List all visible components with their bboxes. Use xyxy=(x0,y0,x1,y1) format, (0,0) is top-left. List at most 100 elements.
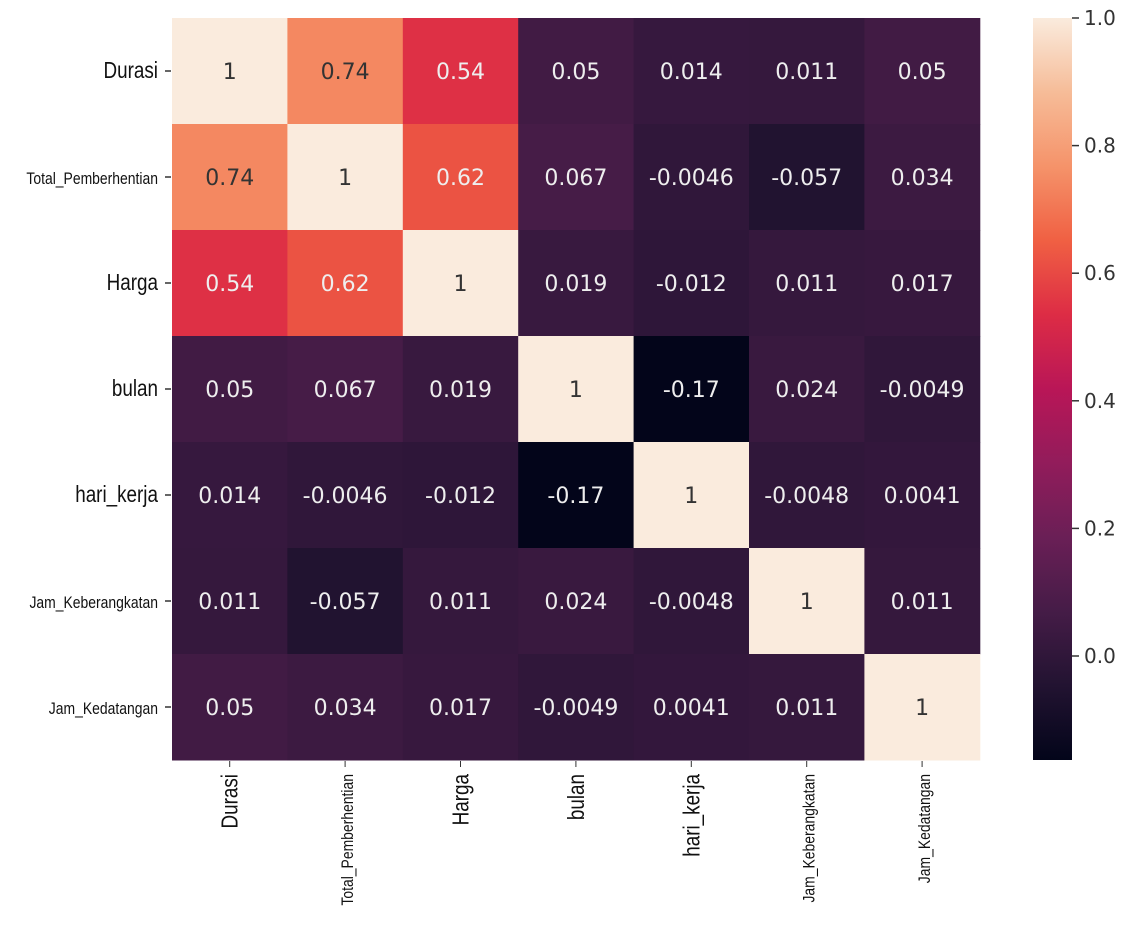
heatmap-cell xyxy=(864,442,981,549)
heatmap-cell xyxy=(749,548,865,655)
heatmap-cell xyxy=(172,230,288,337)
cell-annotation: 0.067 xyxy=(544,166,607,191)
heatmap-cell xyxy=(287,548,404,655)
heatmap-cell xyxy=(402,230,519,337)
cell-annotation: 1 xyxy=(915,696,929,721)
heatmap-cell xyxy=(402,124,519,231)
heatmap-cell xyxy=(864,230,981,337)
colorbar-tick-label: 0.8 xyxy=(1084,134,1116,158)
heatmap-cell xyxy=(518,230,635,337)
heatmap-cell xyxy=(633,336,750,443)
heatmap-cell xyxy=(287,442,404,549)
heatmap-cell xyxy=(864,124,981,231)
x-tick-label: Total_Pemberhentian xyxy=(339,774,358,906)
cell-annotation: 0.54 xyxy=(205,272,254,297)
cell-annotation: 0.05 xyxy=(898,60,947,85)
heatmap-cell xyxy=(172,548,288,655)
heatmap-cell xyxy=(172,18,288,125)
cell-annotation: 0.011 xyxy=(891,590,954,615)
heatmap-cell xyxy=(402,336,519,443)
heatmap-cell xyxy=(402,548,519,655)
heatmap-cell xyxy=(402,18,519,125)
heatmap-cell xyxy=(287,230,404,337)
heatmap-cell xyxy=(172,654,288,761)
heatmap-cell xyxy=(749,230,865,337)
y-tick-label: Total_Pemberhentian xyxy=(26,170,158,189)
cell-annotation: 0.019 xyxy=(429,378,492,403)
cell-annotation: 0.62 xyxy=(321,272,370,297)
x-tick-label: hari_kerja xyxy=(680,774,705,857)
cell-annotation: 0.011 xyxy=(775,272,838,297)
cell-annotation: -0.057 xyxy=(771,166,842,191)
heatmap-cell xyxy=(518,18,635,125)
heatmap-cell xyxy=(749,654,865,761)
cell-annotation: 0.014 xyxy=(660,60,723,85)
heatmap-cell xyxy=(864,18,981,125)
x-tick-label: Durasi xyxy=(218,774,243,828)
x-tick-label: Harga xyxy=(449,774,474,826)
heatmap-cell xyxy=(749,18,865,125)
heatmap-cell xyxy=(749,124,865,231)
cell-annotation: -0.057 xyxy=(310,590,381,615)
x-tick-label: bulan xyxy=(564,774,589,820)
cell-annotation: 0.74 xyxy=(205,166,254,191)
heatmap-cell xyxy=(172,336,288,443)
cell-annotation: -0.012 xyxy=(425,484,496,509)
cell-annotation: -0.17 xyxy=(663,378,720,403)
cell-annotation: 0.014 xyxy=(198,484,261,509)
y-tick-label: Jam_Kedatangan xyxy=(49,700,158,719)
cell-annotation: -0.17 xyxy=(547,484,604,509)
heatmap-cell xyxy=(633,442,750,549)
cell-annotation: 0.011 xyxy=(429,590,492,615)
cell-annotation: 0.011 xyxy=(775,60,838,85)
cell-annotation: 0.54 xyxy=(436,60,485,85)
colorbar xyxy=(1033,18,1072,760)
cell-annotation: 0.05 xyxy=(551,60,600,85)
cell-annotation: 0.05 xyxy=(205,378,254,403)
cell-annotation: -0.0048 xyxy=(649,590,734,615)
colorbar-tick-label: 0.6 xyxy=(1084,261,1116,285)
cell-annotation: 1 xyxy=(569,378,583,403)
heatmap-cell xyxy=(749,442,865,549)
y-tick-label: Jam_Keberangkatan xyxy=(29,594,158,613)
cell-annotation: 0.011 xyxy=(775,696,838,721)
cell-annotation: 0.034 xyxy=(314,696,377,721)
cell-annotation: 0.62 xyxy=(436,166,485,191)
cell-annotation: 1 xyxy=(800,590,814,615)
heatmap-cell xyxy=(287,336,404,443)
cell-annotation: 1 xyxy=(684,484,698,509)
cell-annotation: 0.024 xyxy=(544,590,607,615)
heatmap-cell xyxy=(633,654,750,761)
colorbar-tick-label: 0.0 xyxy=(1084,644,1116,668)
cell-annotation: 1 xyxy=(223,60,237,85)
heatmap-cell xyxy=(518,336,635,443)
heatmap-cell xyxy=(864,336,981,443)
heatmap-cell xyxy=(518,548,635,655)
y-tick-label: Harga xyxy=(107,270,159,295)
x-tick-label: Jam_Keberangkatan xyxy=(800,774,819,903)
cell-annotation: -0.0048 xyxy=(764,484,849,509)
cell-annotation: -0.0049 xyxy=(533,696,618,721)
colorbar-tick-label: 0.2 xyxy=(1084,516,1116,540)
heatmap-cell xyxy=(864,654,981,761)
cell-annotation: 0.019 xyxy=(544,272,607,297)
heatmap-cell xyxy=(402,654,519,761)
heatmap-cell xyxy=(864,548,981,655)
heatmap-cell xyxy=(287,18,404,125)
heatmap-cell xyxy=(172,442,288,549)
cell-annotation: 0.017 xyxy=(891,272,954,297)
cell-annotation: 0.05 xyxy=(205,696,254,721)
heatmap-cell xyxy=(749,336,865,443)
cell-annotation: -0.012 xyxy=(656,272,727,297)
cell-annotation: 0.011 xyxy=(198,590,261,615)
heatmap-cell xyxy=(402,442,519,549)
cell-annotation: -0.0046 xyxy=(649,166,734,191)
y-tick-label: bulan xyxy=(112,376,158,401)
cell-annotation: 0.0041 xyxy=(653,696,730,721)
cell-annotation: -0.0049 xyxy=(880,378,965,403)
heatmap-cell xyxy=(518,654,635,761)
cell-annotation: 0.017 xyxy=(429,696,492,721)
cell-annotation: -0.0046 xyxy=(303,484,388,509)
cell-annotation: 1 xyxy=(454,272,468,297)
